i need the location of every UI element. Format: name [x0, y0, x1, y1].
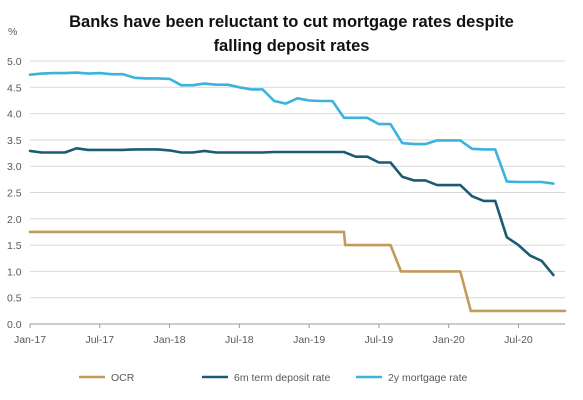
y-tick-label: 2.0	[7, 214, 22, 226]
y-axis-tick-labels: 0.0 0.5 1.0 1.5 2.0 2.5 3.0 3.5 4.0 4.5 5.0	[7, 56, 22, 331]
series-lines	[28, 71, 567, 313]
x-tick-label: Jul-20	[504, 334, 533, 346]
x-tick-label: Jan-17	[14, 334, 46, 346]
y-tick-label: 0.0	[7, 319, 22, 331]
y-tick-label: 0.5	[7, 293, 22, 305]
y-tick-label: 3.0	[7, 161, 22, 173]
series-line-mortgage	[28, 71, 555, 185]
legend: OCR 6m term deposit rate 2y mortgage rate	[79, 372, 468, 384]
legend-label-ocr: OCR	[111, 372, 135, 384]
series-line-deposit	[28, 147, 555, 277]
gridlines	[30, 60, 565, 325]
y-tick-label: 2.5	[7, 188, 22, 200]
x-axis-tick-labels: Jan-17 Jul-17 Jan-18 Jul-18 Jan-19 Jul-19 Jan-…	[14, 324, 533, 346]
legend-label-deposit: 6m term deposit rate	[234, 372, 330, 384]
y-tick-label: 1.5	[7, 240, 22, 252]
legend-label-mortgage: 2y mortgage rate	[388, 372, 468, 384]
x-tick-label: Jan-18	[154, 334, 186, 346]
y-tick-label: 1.0	[7, 266, 22, 278]
x-tick-label: Jan-20	[433, 334, 465, 346]
x-tick-label: Jul-19	[365, 334, 394, 346]
y-axis-unit-label: %	[8, 26, 17, 38]
x-tick-label: Jul-17	[85, 334, 114, 346]
y-tick-label: 4.5	[7, 82, 22, 94]
x-tick-label: Jan-19	[293, 334, 325, 346]
y-tick-label: 5.0	[7, 56, 22, 68]
y-tick-label: 4.0	[7, 109, 22, 121]
x-tick-label: Jul-18	[225, 334, 254, 346]
chart-title-line-2: falling deposit rates	[213, 37, 370, 55]
series-line-ocr	[28, 230, 567, 313]
chart-title: Banks have been reluctant to cut mortgag…	[0, 10, 583, 58]
y-tick-label: 3.5	[7, 135, 22, 147]
chart-title-line-1: Banks have been reluctant to cut mortgag…	[69, 13, 514, 31]
